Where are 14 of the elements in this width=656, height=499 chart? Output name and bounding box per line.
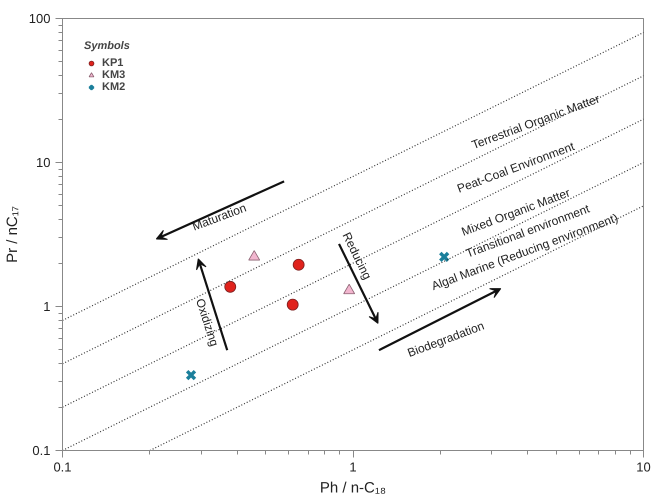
legend-label: KM2	[102, 81, 126, 93]
y-axis-title: Pr / nC₁₇	[4, 206, 21, 263]
legend-label: KP1	[102, 57, 124, 69]
annotation: Oxidizing	[192, 296, 222, 348]
x-tick-label: 10	[636, 460, 651, 474]
y-tick-label: 0.1	[32, 443, 51, 458]
legend-title: Symbols	[84, 40, 130, 52]
y-tick-label: 1	[43, 299, 51, 314]
y-tick-label: 100	[28, 11, 51, 26]
x-tick-label: 1	[349, 460, 357, 474]
legend-label: KM3	[102, 69, 126, 81]
x-axis-title: Ph / n-C₁₈	[320, 480, 386, 496]
x-tick-label: 0.1	[53, 460, 72, 474]
y-tick-label: 10	[36, 155, 51, 170]
